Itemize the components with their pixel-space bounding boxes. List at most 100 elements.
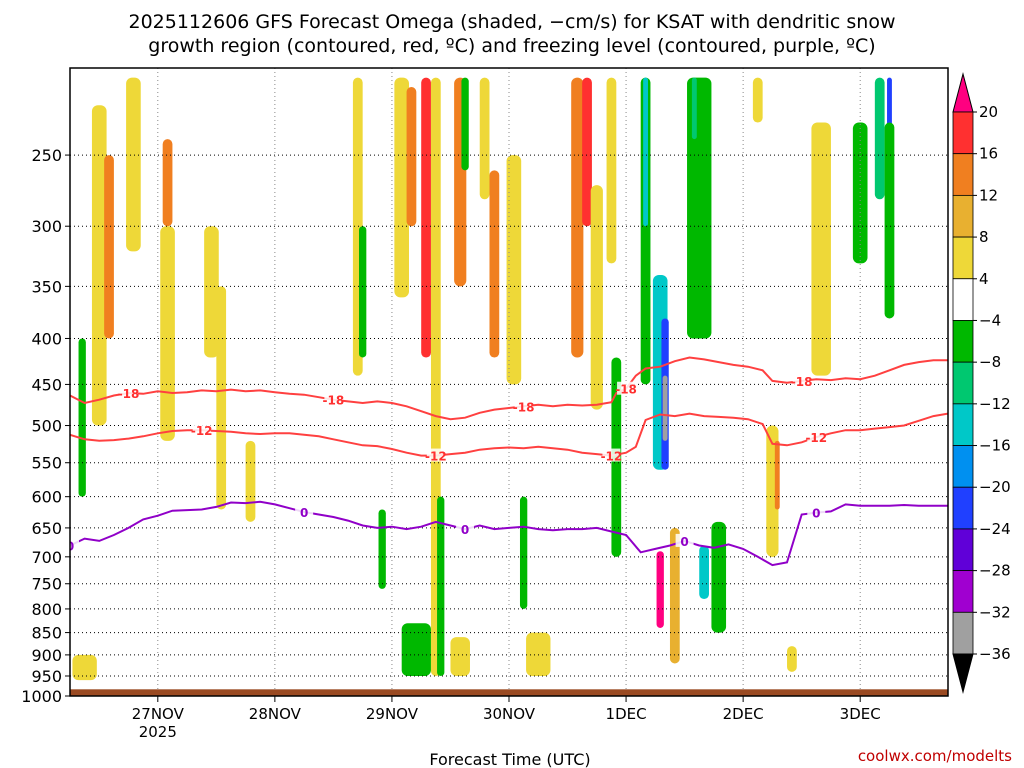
omega-region <box>489 170 500 358</box>
x-tick-label: 30NOV <box>483 705 536 723</box>
contour-label-bg <box>119 385 138 399</box>
y-tick-label: 400 <box>31 329 62 348</box>
contour-label-bg <box>192 423 211 437</box>
contour-label-bg <box>456 522 475 536</box>
contour-label: -18 <box>513 400 535 414</box>
contour-label: -12 <box>425 450 447 464</box>
ground-fill <box>70 689 948 696</box>
colorbar-segment <box>952 278 974 321</box>
omega-region <box>91 105 107 426</box>
omega-region <box>711 521 727 633</box>
contour-label-bg <box>70 538 79 552</box>
omega-region <box>699 545 709 600</box>
y-tick-label: 750 <box>31 575 62 594</box>
y-tick-label: 700 <box>31 548 62 567</box>
omega-region <box>216 286 227 510</box>
y-tick-label: 900 <box>31 646 62 665</box>
x-tick-label: 3DEC <box>840 705 881 723</box>
omega-region <box>394 77 410 298</box>
contour-line <box>70 500 948 567</box>
colorbar-segment <box>952 361 974 405</box>
contour-label: -12 <box>601 450 623 464</box>
y-tick-label: 950 <box>31 667 62 686</box>
omega-region <box>752 77 763 123</box>
omega-region <box>787 646 797 672</box>
omega-region <box>571 77 584 358</box>
colorbar-segment <box>952 111 974 155</box>
colorbar-tick-label: −12 <box>979 395 1011 413</box>
omega-region <box>526 632 551 676</box>
omega-region <box>519 496 528 609</box>
omega-region <box>421 77 431 358</box>
colorbar-tick-label: −32 <box>979 603 1011 621</box>
omega-region <box>774 440 780 510</box>
credit-text: coolwx.com/modelts <box>858 747 1012 765</box>
omega-region <box>811 122 831 376</box>
colorbar-segment <box>952 528 974 572</box>
chart-title-line1: 2025112606 GFS Forecast Omega (shaded, −… <box>128 11 895 33</box>
y-axis-ticks: 250 300 350 400 450 500 550 600 650 700 750 800 850 9… <box>21 146 70 706</box>
omega-region <box>401 623 431 676</box>
contour-label: 0 <box>461 523 469 537</box>
omega-region <box>669 527 680 664</box>
contour-label: -18 <box>615 383 637 397</box>
contour-label: 0 <box>300 506 308 520</box>
colorbar-segment <box>952 153 974 196</box>
colorbar-segment <box>952 445 974 488</box>
colorbar-tick-label: −16 <box>979 437 1011 455</box>
omega-region <box>245 440 256 522</box>
omega-region <box>643 77 649 227</box>
contour-label: 0 <box>66 540 74 554</box>
colorbar-tick-label: −28 <box>979 562 1011 580</box>
colorbar-tick-label: 12 <box>979 186 998 204</box>
omega-region <box>126 77 141 252</box>
contour-label-bg <box>514 399 533 413</box>
omega-region <box>479 77 490 200</box>
omega-region <box>884 122 895 319</box>
grid <box>70 68 948 697</box>
colorbar-segment <box>952 611 974 655</box>
colorbar-tick-label: −4 <box>979 311 1001 329</box>
contours: -18 -18 -18 -18 -18 -12 -12 -12 -12 0 0 0 0 0 <box>66 356 948 567</box>
x-tick-label: 1DEC <box>606 705 647 723</box>
colorbar-segment <box>952 486 974 530</box>
y-tick-label: 500 <box>31 417 62 436</box>
colorbar-bottom-arrow <box>952 653 974 694</box>
colorbar: 20 16 12 8 4 −4 −8 −12 −16 −20 −24 −28 −32 −36 <box>952 72 1011 694</box>
omega-region <box>78 338 86 497</box>
omega-region <box>162 139 173 227</box>
contour-label-bg <box>617 381 636 395</box>
omega-region <box>687 77 712 339</box>
contour-label-bg <box>675 533 694 547</box>
contour-label-bg <box>792 373 811 387</box>
omega-region <box>450 637 470 676</box>
contour-label: -18 <box>791 375 813 389</box>
colorbar-tick-label: 8 <box>979 228 989 246</box>
contour-label: 0 <box>812 507 820 521</box>
omega-region <box>104 155 114 339</box>
y-tick-label: 1000 <box>21 687 62 706</box>
contour-label: -12 <box>191 424 213 438</box>
x-tick-label: 28NOV <box>249 705 302 723</box>
colorbar-tick-label: −8 <box>979 353 1001 371</box>
omega-region <box>606 77 617 264</box>
y-tick-label: 550 <box>31 454 62 473</box>
contour-label-bg <box>807 430 826 444</box>
omega-region <box>582 77 592 227</box>
colorbar-segment <box>952 570 974 613</box>
contour-label: -18 <box>118 387 140 401</box>
omega-region <box>656 551 664 628</box>
omega-region <box>662 375 668 441</box>
omega-region <box>874 77 885 200</box>
omega-region <box>359 226 367 358</box>
omega-region <box>378 509 386 589</box>
omega-shading <box>72 77 895 681</box>
colorbar-segment <box>952 403 974 446</box>
x-tick-label: 27NOV <box>132 705 185 723</box>
x-tick-sublabel: 2025 <box>139 723 177 741</box>
y-tick-label: 600 <box>31 488 62 507</box>
colorbar-tick-label: 4 <box>979 270 989 288</box>
colorbar-segment <box>952 194 974 238</box>
